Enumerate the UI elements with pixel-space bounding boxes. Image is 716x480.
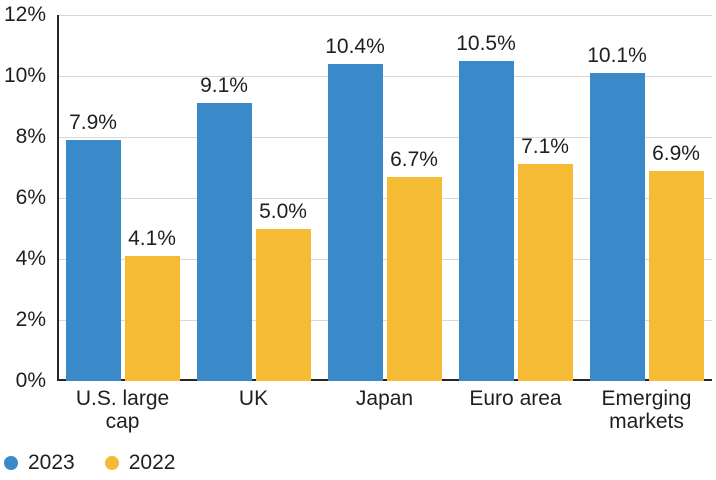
gridline bbox=[57, 15, 712, 16]
bar-group: 10.4% 6.7% bbox=[319, 15, 450, 381]
bar-value-label: 7.9% bbox=[69, 111, 117, 135]
bar-value-label: 5.0% bbox=[259, 199, 307, 223]
legend-item-2022: 2022 bbox=[104, 451, 176, 475]
x-category-label: U.S. large cap bbox=[75, 387, 170, 433]
x-axis-category-labels: U.S. large cap UK Japan Euro area Emerging m… bbox=[57, 387, 712, 433]
y-axis-line bbox=[57, 15, 59, 381]
bar-2023: 10.5% bbox=[456, 32, 516, 381]
legend-item-2023: 2023 bbox=[4, 451, 75, 475]
legend: 2023 2022 bbox=[4, 451, 175, 475]
x-category-label: Emerging markets bbox=[601, 387, 692, 433]
bar-value-label: 10.4% bbox=[325, 34, 385, 58]
y-tick-label: 2% bbox=[15, 308, 46, 331]
bar-value-label: 7.1% bbox=[521, 135, 569, 159]
bar-group: 10.5% 7.1% bbox=[450, 15, 581, 381]
bar-2023: 9.1% bbox=[196, 74, 252, 381]
legend-dot-icon bbox=[104, 456, 119, 470]
x-category-label: Euro area bbox=[469, 387, 562, 410]
y-axis-tick-labels: 0% 2% 4% 6% 8% 10% 12% bbox=[0, 4, 46, 392]
bar-value-label: 10.5% bbox=[456, 31, 516, 55]
bar-value-label: 4.1% bbox=[128, 226, 176, 250]
bar-2022: 6.7% bbox=[386, 148, 442, 381]
y-tick-label: 10% bbox=[3, 64, 46, 87]
x-axis-line bbox=[57, 379, 712, 381]
bar-2022: 6.9% bbox=[648, 142, 704, 381]
bar-2022: 5.0% bbox=[255, 200, 311, 381]
bar-value-label: 6.7% bbox=[390, 147, 438, 171]
bar-2023: 10.1% bbox=[587, 44, 647, 381]
gridline bbox=[57, 259, 712, 260]
y-tick-label: 4% bbox=[15, 247, 46, 270]
x-category-label: UK bbox=[238, 387, 269, 410]
bar-2022: 4.1% bbox=[124, 227, 180, 381]
bar-group: 9.1% 5.0% bbox=[188, 15, 319, 381]
y-tick-label: 6% bbox=[15, 186, 46, 209]
bar-value-label: 10.1% bbox=[587, 43, 647, 67]
legend-label: 2023 bbox=[28, 451, 75, 474]
bar-2023: 10.4% bbox=[325, 35, 385, 381]
gridline bbox=[57, 320, 712, 321]
bar-groups: 7.9% 4.1% 9.1% 5.0% 10.4% 6.7% 10.5% 7.1% 10.1% 6… bbox=[57, 15, 712, 381]
y-tick-label: 12% bbox=[3, 3, 46, 26]
bar-2022: 7.1% bbox=[517, 135, 573, 381]
y-tick-label: 8% bbox=[15, 125, 46, 148]
x-category-label: Japan bbox=[355, 387, 414, 410]
bar-value-label: 9.1% bbox=[200, 74, 248, 98]
bar-group: 7.9% 4.1% bbox=[57, 15, 188, 381]
bar-group: 10.1% 6.9% bbox=[581, 15, 712, 381]
bar-2023: 7.9% bbox=[65, 111, 121, 381]
legend-dot-icon bbox=[4, 456, 18, 470]
legend-label: 2022 bbox=[128, 451, 176, 474]
plot-area: 7.9% 4.1% 9.1% 5.0% 10.4% 6.7% 10.5% 7.1% 10.1% 6… bbox=[57, 15, 712, 381]
bar-value-label: 6.9% bbox=[652, 141, 700, 165]
y-tick-label: 0% bbox=[15, 369, 46, 392]
gridline bbox=[57, 137, 712, 138]
gridline bbox=[57, 76, 712, 77]
gridline bbox=[57, 198, 712, 199]
